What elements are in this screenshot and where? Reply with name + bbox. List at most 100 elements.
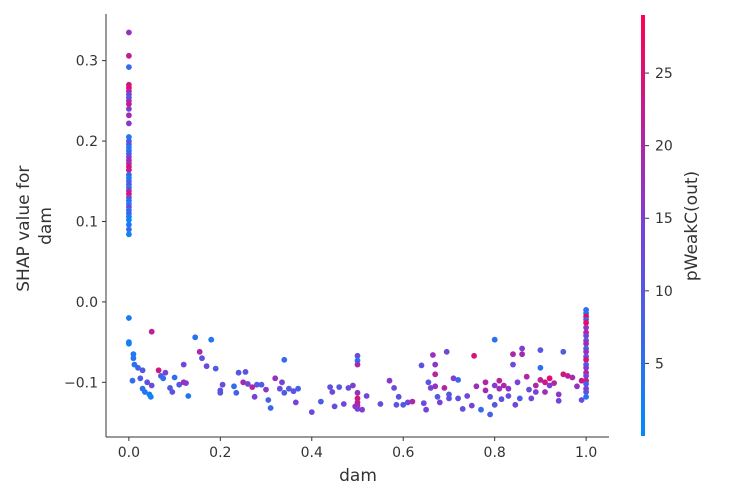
data-point <box>267 405 274 411</box>
data-point <box>169 389 176 395</box>
data-point <box>350 382 356 389</box>
data-point <box>482 379 489 386</box>
data-point <box>542 379 548 386</box>
data-point <box>125 340 132 347</box>
data-point <box>418 362 425 369</box>
data-point <box>354 352 361 359</box>
data-point <box>144 379 151 386</box>
data-point <box>487 393 493 400</box>
data-point <box>526 386 532 393</box>
data-point <box>432 383 439 390</box>
data-point <box>354 395 361 402</box>
colorbar-tick-label: 25 <box>655 66 673 82</box>
colorbar: 5 10 15 20 25 pWeakC(out) <box>641 15 702 436</box>
data-point <box>147 393 154 400</box>
data-point <box>546 382 553 389</box>
data-point <box>464 393 471 399</box>
data-point <box>219 381 226 388</box>
data-point <box>455 377 461 383</box>
data-point <box>276 385 283 392</box>
x-tick-label: 0.0 <box>118 445 140 461</box>
data-point <box>514 379 521 386</box>
data-point <box>393 401 400 408</box>
data-point <box>532 382 539 389</box>
data-point <box>235 369 242 376</box>
data-point <box>512 401 519 408</box>
data-point <box>125 112 132 119</box>
data-point <box>308 409 315 415</box>
x-tick-label: 0.4 <box>301 445 323 461</box>
data-point <box>125 221 132 228</box>
data-point <box>203 363 210 370</box>
data-point <box>555 391 562 398</box>
data-point <box>542 389 548 395</box>
data-point <box>519 345 525 352</box>
data-point <box>125 29 132 36</box>
data-point <box>578 377 585 384</box>
data-point <box>125 315 132 321</box>
data-point <box>427 385 434 391</box>
data-point <box>583 373 589 379</box>
data-point <box>516 395 523 402</box>
data-point <box>420 400 427 407</box>
data-point <box>212 365 219 372</box>
data-point <box>498 396 505 403</box>
data-point <box>125 120 132 127</box>
data-point <box>295 385 301 392</box>
data-point <box>286 385 292 392</box>
colorbar-ticks: 5 10 15 20 25 <box>645 66 673 372</box>
data-point <box>160 375 167 382</box>
data-point <box>281 389 288 396</box>
data-point <box>359 406 365 413</box>
data-point <box>142 389 148 395</box>
colorbar-tick-label: 10 <box>655 284 673 300</box>
x-tick-label: 0.2 <box>209 445 231 461</box>
data-point <box>432 371 439 378</box>
data-point <box>292 399 299 406</box>
data-point <box>395 393 402 400</box>
data-point <box>400 401 407 408</box>
data-point <box>510 361 516 368</box>
data-point <box>473 383 480 390</box>
y-axis-label-line-2: dam <box>36 207 56 245</box>
data-point <box>430 352 436 358</box>
y-tick-label: 0.2 <box>76 134 98 150</box>
data-point <box>491 382 498 389</box>
data-point <box>125 231 132 238</box>
data-point <box>386 377 393 384</box>
data-point <box>331 403 338 410</box>
y-axis-label-line-1: SHAP value for <box>14 166 34 292</box>
data-point <box>354 406 361 412</box>
colorbar-gradient <box>641 15 645 436</box>
x-axis-ticks: 0.0 0.2 0.4 0.6 0.8 1.0 <box>118 437 597 461</box>
data-point <box>560 348 567 355</box>
data-point <box>258 381 265 388</box>
y-tick-label: 0.0 <box>76 295 98 311</box>
data-point <box>135 364 141 371</box>
data-point <box>148 382 155 389</box>
data-point <box>125 52 132 59</box>
data-point <box>155 367 162 374</box>
scatter-points <box>125 29 589 418</box>
data-point <box>446 395 452 402</box>
data-point <box>555 397 562 404</box>
data-point <box>478 406 484 413</box>
data-point <box>199 355 205 362</box>
data-point <box>487 411 493 418</box>
data-point <box>281 356 288 363</box>
data-point <box>432 361 439 368</box>
data-point <box>192 334 199 341</box>
data-point <box>180 361 187 368</box>
data-point <box>583 381 589 387</box>
data-point <box>263 386 269 393</box>
data-point <box>496 385 503 392</box>
y-tick-label: 0.1 <box>76 214 98 230</box>
data-point <box>564 373 571 379</box>
data-point <box>125 134 132 140</box>
colorbar-tick-label: 20 <box>655 139 673 155</box>
data-point <box>505 393 512 399</box>
data-point <box>272 375 279 382</box>
data-point <box>583 324 589 331</box>
data-point <box>468 402 475 409</box>
